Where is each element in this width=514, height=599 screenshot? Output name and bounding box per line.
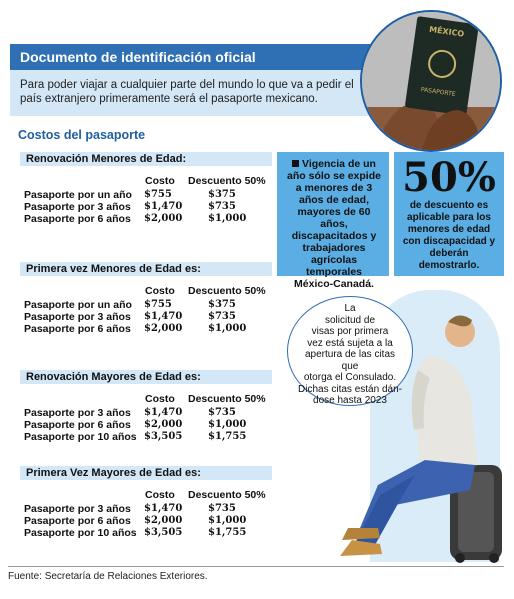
table-row: Pasaporte por 6 años $2,000 $1,000	[24, 515, 247, 527]
table-row: Pasaporte por 6 años $2,000 $1,000	[24, 213, 247, 225]
passport-label: PASAPORTE	[420, 86, 456, 98]
table-row: Pasaporte por 3 años $1,470 $735	[24, 311, 236, 323]
info-vigencia-text: Vigencia de un año sólo se expide a meno…	[287, 158, 381, 290]
section-title: Renovación Mayores de Edad es:	[20, 370, 272, 385]
intro-text: Para poder viajar a cualquier parte del …	[10, 70, 382, 116]
col-cost: Costo	[145, 393, 175, 405]
source-note: Fuente: Secretaría de Relaciones Exterio…	[8, 571, 208, 582]
table-row: Pasaporte por 3 años $1,470 $735	[24, 201, 236, 213]
table-row: Pasaporte por 6 años $2,000 $1,000	[24, 323, 247, 335]
col-discount: Descuento 50%	[188, 175, 266, 187]
col-discount: Descuento 50%	[188, 285, 266, 297]
section-title: Renovación Menores de Edad:	[20, 152, 272, 167]
discount-percent: 50%	[402, 154, 496, 201]
table-row: Pasaporte por un año $755 $375	[24, 299, 236, 311]
table-row: Pasaporte por un año $755 $375	[24, 189, 236, 201]
col-cost: Costo	[145, 285, 175, 297]
passport-photo: MÉXICO PASAPORTE	[360, 10, 502, 152]
section-title: Primera vez Menores de Edad es:	[20, 262, 272, 277]
visa-note-bubble: La solicitud de visas por primera vez es…	[287, 296, 413, 406]
table-row: Pasaporte por 10 años $3,505 $1,755	[24, 431, 247, 443]
col-discount: Descuento 50%	[188, 489, 266, 501]
table-row: Pasaporte por 3 años $1,470 $735	[24, 503, 236, 515]
divider	[8, 566, 504, 567]
section-primera-menores: Primera vez Menores de Edad es: Costo De…	[20, 262, 272, 335]
passport-illustration: MÉXICO PASAPORTE	[362, 12, 500, 150]
costs-title: Costos del pasaporte	[18, 128, 146, 142]
table-row: Pasaporte por 3 años $1,470 $735	[24, 407, 236, 419]
column-headers: Costo Descuento 50%	[20, 481, 272, 503]
traveler-illustration	[340, 315, 502, 563]
bullet-square-icon	[292, 160, 300, 167]
page-title: Documento de identificación oficial	[10, 44, 372, 70]
section-renovacion-mayores: Renovación Mayores de Edad es: Costo Des…	[20, 370, 272, 443]
table-row: Pasaporte por 10 años $3,505 $1,755	[24, 527, 247, 539]
column-headers: Costo Descuento 50%	[20, 277, 272, 299]
table-row: Pasaporte por 6 años $2,000 $1,000	[24, 419, 247, 431]
col-cost: Costo	[145, 175, 175, 187]
section-title: Primera Vez Mayores de Edad es:	[20, 466, 272, 481]
section-renovacion-menores: Renovación Menores de Edad: Costo Descue…	[20, 152, 272, 225]
section-primera-mayores: Primera Vez Mayores de Edad es: Costo De…	[20, 466, 272, 539]
column-headers: Costo Descuento 50%	[20, 385, 272, 407]
discount-text: de descuento es aplicable para los menor…	[402, 200, 496, 271]
column-headers: Costo Descuento 50%	[20, 167, 272, 189]
info-vigencia-box: Vigencia de un año sólo se expide a meno…	[277, 152, 389, 290]
info-descuento-box: 50% de descuento es aplicable para los m…	[394, 152, 504, 276]
col-discount: Descuento 50%	[188, 393, 266, 405]
col-cost: Costo	[145, 489, 175, 501]
